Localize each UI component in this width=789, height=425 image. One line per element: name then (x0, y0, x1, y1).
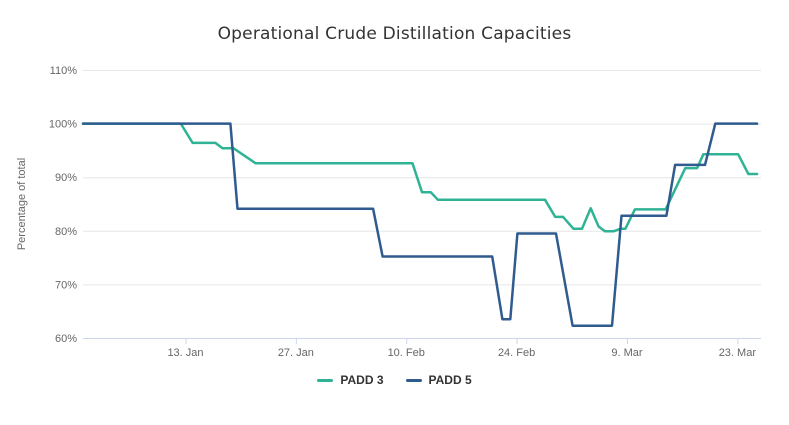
x-tick-label: 9. Mar (611, 347, 643, 359)
legend-label-padd-5: PADD 5 (428, 373, 472, 387)
y-tick-label-70: 70% (55, 279, 77, 291)
y-tick-label-90: 90% (55, 172, 77, 184)
padd-3-legend-marker-icon (317, 378, 334, 382)
padd-5-legend-marker-icon (405, 378, 422, 382)
legend-item-padd-5[interactable]: PADD 5 (405, 373, 472, 387)
x-tick-label: 23. Mar (719, 347, 757, 359)
legend-label-padd-3: PADD 3 (340, 373, 384, 387)
x-tick-label: 13. Jan (167, 347, 203, 359)
y-tick-label-100: 100% (49, 119, 77, 131)
chart-title: Operational Crude Distillation Capacitie… (217, 24, 572, 44)
y-tick-label-60: 60% (55, 333, 77, 345)
x-tick-label: 27. Jan (278, 347, 314, 359)
plot-area[interactable] (83, 70, 761, 338)
y-tick-label-110: 110% (50, 65, 78, 77)
y-tick-label-80: 80% (55, 226, 77, 238)
y-axis-title: Percentage of total (16, 158, 28, 250)
series-line-padd-5[interactable] (81, 122, 759, 327)
legend: PADD 3 PADD 5 (0, 373, 789, 387)
x-tick-label: 24. Feb (498, 347, 535, 359)
x-tick-label: 10. Feb (388, 347, 425, 359)
legend-item-padd-3[interactable]: PADD 3 (317, 373, 384, 387)
